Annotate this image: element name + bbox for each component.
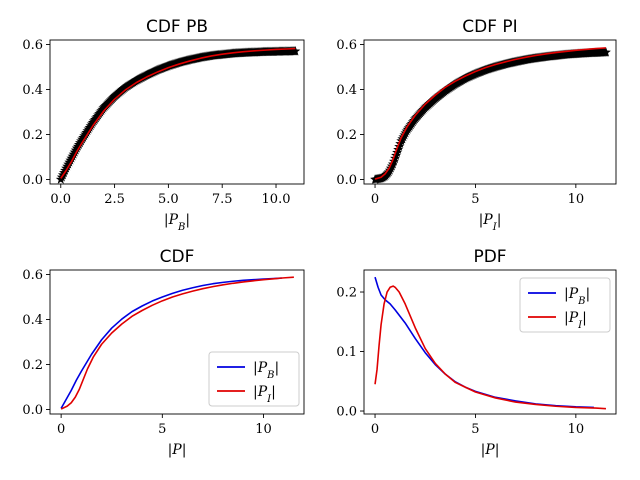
plot-area: [60, 276, 294, 410]
subplot-2: CDF PI 0 5 10 0.0 0.2 0.4 0.6 |PI|: [336, 17, 617, 233]
x-axis-label: |P|: [168, 442, 187, 458]
y-tick-label: 0.6: [22, 38, 43, 53]
series-markers: [370, 47, 611, 184]
legend-label: |PI|: [253, 384, 276, 405]
legend-label: |PB|: [253, 360, 279, 381]
y-tick-label: 0.2: [336, 128, 357, 143]
y-tick-label: 0.4: [22, 313, 43, 328]
axes-frame: [49, 39, 305, 185]
x-tick-label: 0: [371, 192, 379, 207]
legend-box: [519, 277, 611, 333]
series-line: [60, 277, 282, 409]
x-tick-label: 5.0: [158, 192, 179, 207]
axes-frame: [49, 269, 305, 415]
subplot-4: PDF 0 5 10 0.0 0.1 0.2 |P| |PB| |PI|: [336, 247, 617, 458]
x-tick-label: 0: [371, 422, 379, 437]
x-tick-label: 0: [57, 422, 65, 437]
x-tick-label: 10: [568, 422, 585, 437]
x-tick-label: 10.0: [262, 192, 291, 207]
x-tick-label: 7.5: [212, 192, 233, 207]
subplot-title: CDF: [160, 247, 195, 267]
axes-frame: [363, 39, 617, 185]
x-tick-label: 5: [471, 192, 479, 207]
x-axis-label: |PB|: [164, 212, 190, 233]
y-tick-label: 0.0: [336, 405, 357, 420]
legend-label: |PI|: [564, 310, 587, 331]
y-tick-label: 0.0: [22, 173, 43, 188]
x-tick-label: 5: [158, 422, 166, 437]
series-markers: [55, 46, 301, 184]
subplot-title: CDF PI: [462, 17, 517, 37]
legend-box: [208, 351, 300, 407]
x-tick-label: 0.0: [50, 192, 71, 207]
series-line: [60, 276, 294, 410]
y-tick-label: 0.1: [336, 345, 357, 360]
subplot-title: CDF PB: [146, 17, 208, 37]
x-tick-label: 10: [568, 192, 585, 207]
y-tick-label: 0.0: [336, 173, 357, 188]
y-tick-label: 0.2: [22, 358, 43, 373]
plot-area: [374, 276, 607, 410]
y-tick-label: 0.6: [336, 38, 357, 53]
x-axis-label: |PI|: [479, 212, 502, 233]
plot-area: [370, 47, 611, 184]
plot-area: [55, 46, 301, 184]
data-point: [601, 47, 611, 57]
series-line: [374, 47, 607, 180]
data-point: [290, 46, 301, 56]
x-axis-label: |P|: [481, 442, 500, 458]
legend: |PB| |PI|: [519, 277, 611, 333]
x-tick-label: 10: [255, 422, 272, 437]
series-line: [60, 47, 296, 179]
subplot-3: CDF 0 5 10 0.0 0.2 0.4 0.6 |P| |PB| |PI|: [22, 247, 305, 458]
x-tick-label: 5: [471, 422, 479, 437]
y-tick-label: 0.4: [22, 83, 43, 98]
subplot-1: CDF PB 0.0 2.5 5.0 7.5 10.0 0.0 0.2 0.4 0.6 |PB|: [22, 17, 305, 233]
axes-frame: [363, 269, 617, 415]
x-tick-label: 2.5: [104, 192, 125, 207]
y-tick-label: 0.2: [22, 128, 43, 143]
series-line: [374, 285, 607, 410]
legend-label: |PB|: [564, 286, 590, 307]
y-tick-label: 0.2: [336, 286, 357, 301]
subplot-title: PDF: [473, 247, 506, 267]
y-tick-label: 0.0: [22, 403, 43, 418]
legend: |PB| |PI|: [208, 351, 300, 407]
y-tick-label: 0.4: [336, 83, 357, 98]
y-tick-label: 0.6: [22, 268, 43, 283]
